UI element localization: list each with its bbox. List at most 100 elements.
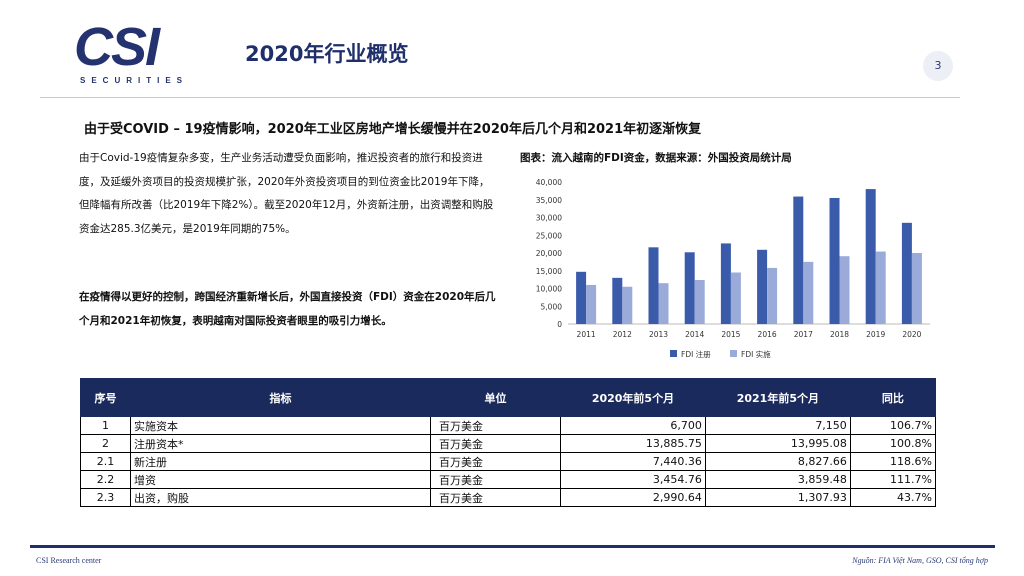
table-row: 2.2 增资 百万美金 3,454.76 3,859.48 111.7% bbox=[80, 470, 937, 489]
cell-yoy: 106.7% bbox=[849, 416, 937, 435]
y-tick-label: 40,000 bbox=[536, 178, 562, 187]
cell-2021: 7,150 bbox=[704, 416, 851, 435]
x-tick-label: 2017 bbox=[794, 330, 813, 339]
bar-registered bbox=[793, 196, 804, 324]
table-header-row: 序号 指标 单位 2020年前5个月 2021年前5个月 同比 bbox=[80, 378, 937, 417]
x-tick-label: 2020 bbox=[902, 330, 921, 339]
cell-indicator: 实施资本 bbox=[130, 416, 431, 435]
logo-subtext: SECURITIES bbox=[80, 76, 189, 85]
cell-no: 1 bbox=[80, 416, 131, 435]
cell-2020: 7,440.36 bbox=[560, 452, 706, 471]
header-2020: 2020年前5个月 bbox=[560, 378, 706, 417]
bar-implemented bbox=[803, 261, 814, 324]
cell-2021: 1,307.93 bbox=[704, 488, 851, 507]
bar-registered bbox=[720, 243, 731, 324]
logo-mark: CSI bbox=[74, 17, 160, 77]
cell-2020: 3,454.76 bbox=[560, 470, 706, 489]
y-tick-label: 10,000 bbox=[536, 285, 562, 294]
cell-unit: 百万美金 bbox=[430, 488, 561, 507]
cell-yoy: 111.7% bbox=[849, 470, 937, 489]
bar-registered bbox=[648, 247, 659, 324]
y-tick-label: 15,000 bbox=[536, 267, 562, 276]
section-subtitle: 由于受COVID – 19疫情影响，2020年工业区房地产增长缓慢并在2020年… bbox=[84, 122, 702, 137]
header-divider bbox=[40, 97, 960, 98]
bar-implemented bbox=[586, 284, 597, 324]
bar-implemented bbox=[658, 283, 669, 324]
cell-indicator: 增资 bbox=[130, 470, 431, 489]
header-no: 序号 bbox=[80, 378, 131, 417]
y-tick-label: 30,000 bbox=[536, 214, 562, 223]
fdi-data-table: 序号 指标 单位 2020年前5个月 2021年前5个月 同比 1 实施资本 百… bbox=[80, 378, 937, 507]
x-tick-label: 2011 bbox=[577, 330, 596, 339]
cell-2020: 2,990.64 bbox=[560, 488, 706, 507]
y-tick-label: 25,000 bbox=[536, 231, 562, 240]
y-tick-label: 20,000 bbox=[536, 249, 562, 258]
legend-label: FDI 实施 bbox=[741, 349, 771, 359]
bar-implemented bbox=[767, 267, 778, 324]
legend-label: FDI 注册 bbox=[681, 349, 711, 359]
table-row: 2.3 出资，购股 百万美金 2,990.64 1,307.93 43.7% bbox=[80, 488, 937, 507]
x-tick-label: 2014 bbox=[685, 330, 704, 339]
bar-registered bbox=[612, 277, 623, 324]
page-number-badge: 3 bbox=[923, 51, 953, 81]
bar-implemented bbox=[730, 272, 741, 324]
chart-title: 图表：流入越南的FDI资金，数据来源：外国投资局统计局 bbox=[520, 152, 792, 164]
cell-2020: 6,700 bbox=[560, 416, 706, 435]
bar-registered bbox=[829, 197, 840, 324]
paragraph-overview: 由于Covid-19疫情复杂多变，生产业务活动遭受负面影响，推迟投资者的旅行和投… bbox=[79, 152, 494, 235]
cell-yoy: 118.6% bbox=[849, 452, 937, 471]
header-2021: 2021年前5个月 bbox=[704, 378, 851, 417]
bar-implemented bbox=[694, 279, 705, 324]
bar-implemented bbox=[622, 286, 633, 324]
y-tick-label: 0 bbox=[557, 320, 562, 329]
cell-unit: 百万美金 bbox=[430, 452, 561, 471]
table-row: 1 实施资本 百万美金 6,700 7,150 106.7% bbox=[80, 416, 937, 435]
cell-unit: 百万美金 bbox=[430, 416, 561, 435]
x-tick-label: 2015 bbox=[721, 330, 740, 339]
cell-no: 2.3 bbox=[80, 488, 131, 507]
cell-yoy: 43.7% bbox=[849, 488, 937, 507]
x-tick-label: 2012 bbox=[613, 330, 632, 339]
bar-implemented bbox=[911, 253, 922, 324]
cell-indicator: 注册资本* bbox=[130, 434, 431, 453]
csi-logo: CSI SECURITIES bbox=[74, 20, 200, 86]
page-title: 2020年行业概览 bbox=[245, 42, 409, 66]
bar-registered bbox=[757, 249, 768, 324]
cell-indicator: 新注册 bbox=[130, 452, 431, 471]
header-indicator: 指标 bbox=[130, 378, 431, 417]
cell-no: 2.2 bbox=[80, 470, 131, 489]
x-tick-label: 2019 bbox=[866, 330, 885, 339]
cell-2021: 8,827.66 bbox=[704, 452, 851, 471]
bar-registered bbox=[684, 252, 695, 324]
cell-no: 2 bbox=[80, 434, 131, 453]
fdi-bar-chart: 0 5,000 10,000 15,000 20,000 25,000 30,000 35,0… bbox=[536, 178, 930, 359]
cell-unit: 百万美金 bbox=[430, 470, 561, 489]
legend-swatch bbox=[730, 350, 737, 357]
bar-registered bbox=[901, 222, 912, 324]
bar-registered bbox=[576, 271, 587, 324]
x-tick-label: 2013 bbox=[649, 330, 668, 339]
header-yoy: 同比 bbox=[849, 378, 937, 417]
table-row: 2 注册资本* 百万美金 13,885.75 13,995.08 100.8% bbox=[80, 434, 937, 453]
bar-implemented bbox=[875, 251, 886, 324]
cell-yoy: 100.8% bbox=[849, 434, 937, 453]
x-tick-label: 2016 bbox=[758, 330, 777, 339]
legend-swatch bbox=[670, 350, 677, 357]
x-tick-label: 2018 bbox=[830, 330, 849, 339]
cell-no: 2.1 bbox=[80, 452, 131, 471]
paragraph-recovery: 在疫情得以更好的控制，跨国经济重新增长后，外国直接投资（FDI）资金在2020年… bbox=[79, 291, 496, 327]
bar-registered bbox=[865, 189, 876, 324]
header-unit: 单位 bbox=[430, 378, 561, 417]
bar-implemented bbox=[839, 256, 850, 324]
cell-2021: 3,859.48 bbox=[704, 470, 851, 489]
footer-divider bbox=[30, 545, 995, 548]
y-tick-label: 35,000 bbox=[536, 196, 562, 205]
footer-source-org: CSI Research center bbox=[36, 556, 102, 565]
y-tick-label: 5,000 bbox=[541, 302, 563, 311]
footer-source-note: Nguồn: FIA Việt Nam, GSO, CSI tổng hợp bbox=[852, 556, 988, 565]
table-row: 2.1 新注册 百万美金 7,440.36 8,827.66 118.6% bbox=[80, 452, 937, 471]
cell-unit: 百万美金 bbox=[430, 434, 561, 453]
cell-indicator: 出资，购股 bbox=[130, 488, 431, 507]
cell-2020: 13,885.75 bbox=[560, 434, 706, 453]
cell-2021: 13,995.08 bbox=[704, 434, 851, 453]
